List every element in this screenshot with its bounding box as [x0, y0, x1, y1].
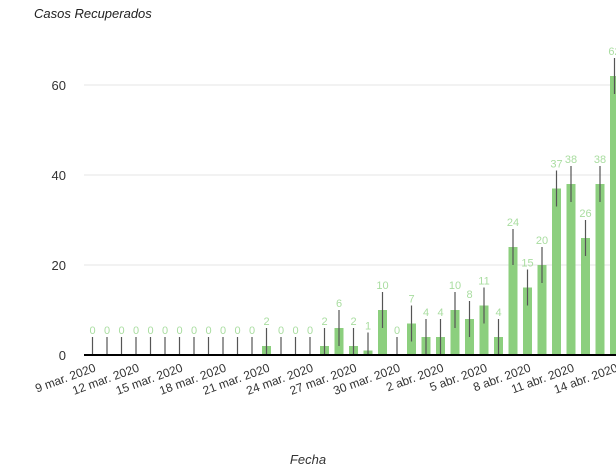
data-label: 24 — [507, 217, 519, 229]
data-label: 20 — [536, 235, 548, 247]
x-axis-title: Fecha — [289, 452, 327, 467]
y-tick-labels: 0 20 40 60 — [52, 78, 66, 363]
bar — [537, 265, 547, 355]
bar — [552, 188, 561, 355]
data-label: 0 — [191, 325, 197, 337]
data-label: 62 — [608, 46, 616, 58]
data-label: 0 — [133, 325, 139, 337]
data-label: 0 — [249, 325, 255, 337]
data-label: 0 — [176, 325, 182, 337]
data-label: 0 — [220, 325, 226, 337]
data-label: 10 — [449, 280, 461, 292]
data-label: 37 — [550, 159, 562, 171]
y-axis-title: Casos Recuperados — [34, 6, 152, 21]
bar — [595, 184, 605, 355]
error-bars — [91, 58, 616, 355]
data-label: 15 — [521, 258, 533, 270]
y-tick-label: 20 — [52, 258, 66, 273]
bar — [581, 238, 590, 355]
data-label: 2 — [350, 316, 356, 328]
data-label: 0 — [147, 325, 153, 337]
data-label: 1 — [365, 321, 371, 333]
data-label: 10 — [376, 280, 388, 292]
data-label: 0 — [118, 325, 124, 337]
data-label: 0 — [292, 325, 298, 337]
data-label: 0 — [89, 325, 95, 337]
data-label: 2 — [321, 316, 327, 328]
data-label: 4 — [437, 307, 443, 319]
bar — [523, 287, 532, 355]
data-label: 38 — [594, 154, 606, 166]
bar — [479, 305, 489, 355]
bar — [610, 76, 616, 355]
bar — [508, 247, 518, 355]
data-label: 0 — [162, 325, 168, 337]
data-label: 11 — [478, 276, 489, 288]
data-label: 38 — [565, 154, 577, 166]
y-tick-label: 0 — [59, 348, 66, 363]
data-label: 8 — [466, 289, 472, 301]
gridlines — [84, 84, 616, 266]
data-label: 2 — [263, 316, 269, 328]
data-label: 4 — [423, 307, 429, 319]
y-tick-label: 60 — [52, 78, 66, 93]
y-tick-label: 40 — [52, 168, 66, 183]
data-label: 0 — [234, 325, 240, 337]
data-label: 6 — [336, 298, 342, 310]
data-label: 26 — [579, 208, 591, 220]
data-label: 0 — [205, 325, 211, 337]
data-label: 0 — [278, 325, 284, 337]
data-label: 4 — [495, 307, 501, 319]
bar — [566, 184, 576, 355]
data-label: 0 — [307, 325, 313, 337]
data-label: 0 — [394, 325, 400, 337]
bar — [378, 310, 387, 355]
bar — [450, 310, 460, 355]
data-label: 0 — [104, 325, 110, 337]
data-label: 7 — [408, 294, 414, 306]
